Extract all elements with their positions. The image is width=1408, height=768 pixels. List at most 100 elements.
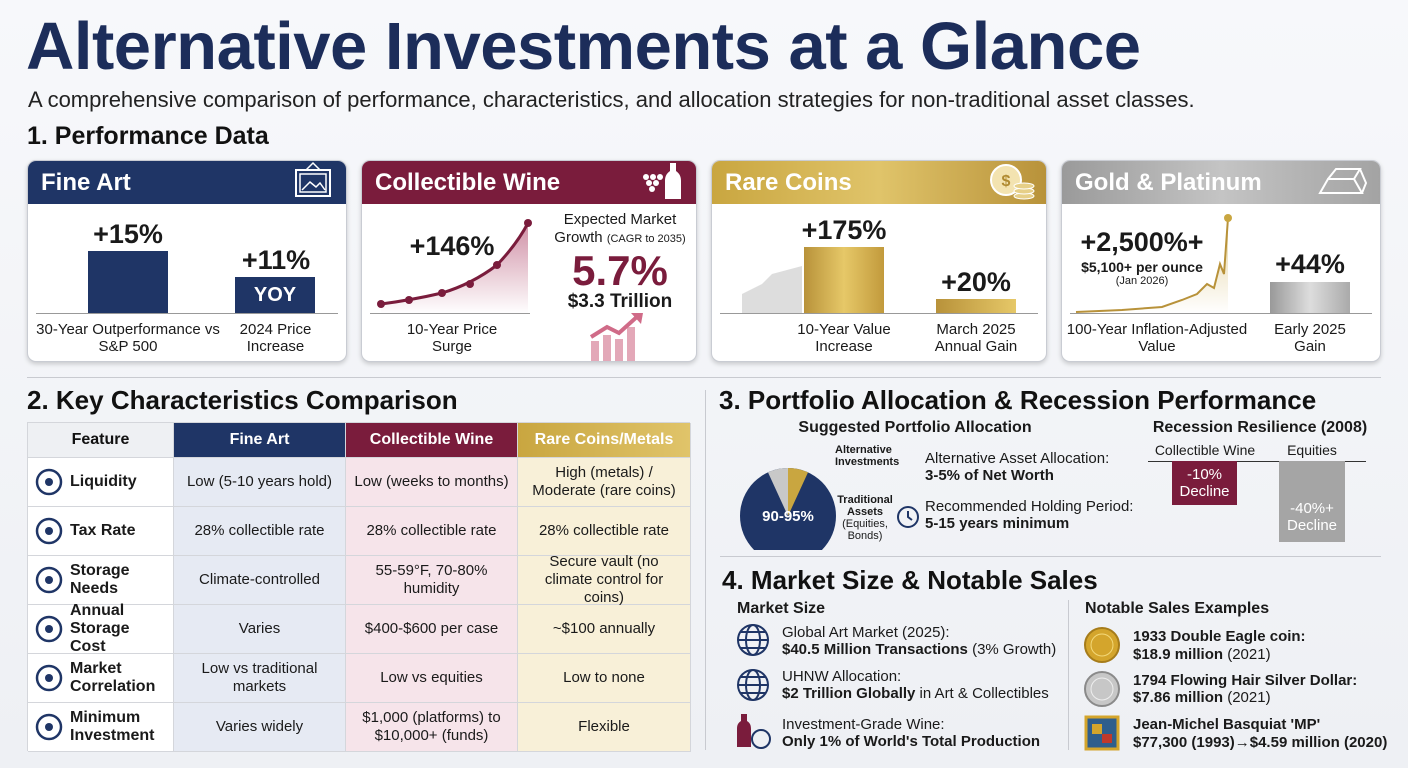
growth-label: Expected Market Growth (CAGR to 2035) xyxy=(552,211,688,248)
baseline xyxy=(370,313,530,314)
icon xyxy=(897,506,919,528)
table-cell: ~$100 annually xyxy=(518,605,691,654)
item-label: Investment-Grade Wine: xyxy=(782,716,945,733)
growth-value: 5.7% xyxy=(572,247,668,294)
text: $2 Trillion Globally xyxy=(782,685,916,702)
table-cell: Climate-controlled xyxy=(174,556,346,605)
row-label: Storage Needs xyxy=(28,556,174,605)
table-cell: Low (weeks to months) xyxy=(346,458,518,507)
row-icon xyxy=(35,468,63,496)
column-header: Rare Coins/Metals xyxy=(518,423,691,458)
item-value: $2 Trillion Globally in Art & Collectibl… xyxy=(782,685,1049,703)
divider xyxy=(720,556,1381,557)
sale-price: $18.9 million (2021) xyxy=(1133,646,1271,664)
bar: -40%+ Decline xyxy=(1279,461,1345,542)
text: in Art & Collectibles xyxy=(919,685,1049,702)
backdrop xyxy=(742,266,802,314)
growth-total: $3.3 Trillion xyxy=(567,291,673,312)
value: +15% xyxy=(93,219,163,249)
table-cell: Low (5-10 years hold) xyxy=(174,458,346,507)
label: March 2025 Annual Gain xyxy=(934,321,1018,355)
card: Fine Art +15% +11% YOY 30-Year Outperfor… xyxy=(27,160,347,362)
label: Decline xyxy=(1179,483,1230,500)
value: +175% xyxy=(801,215,887,245)
svg-text:$: $ xyxy=(1002,173,1011,190)
row-icon xyxy=(35,517,63,545)
item-value: $40.5 Million Transactions (3% Growth) xyxy=(782,641,1056,659)
card-title: Collectible Wine xyxy=(362,161,696,204)
note: (CAGR to 2035) xyxy=(606,233,686,245)
table-cell: Secure vault (no climate control for coi… xyxy=(518,553,691,606)
text: Expected Market Growth xyxy=(554,211,677,246)
pie xyxy=(740,468,836,550)
icon xyxy=(1318,168,1368,194)
title: Alternative Investments at a Glance xyxy=(26,9,1141,84)
label: Early 2025 Gain xyxy=(1274,321,1346,355)
text: (3% Growth) xyxy=(972,641,1057,658)
table-cell: Low vs equities xyxy=(346,654,518,703)
text: $7.86 million xyxy=(1133,689,1224,706)
baseline xyxy=(36,313,338,314)
subheading: Market Size xyxy=(737,600,826,617)
line-chart xyxy=(1075,214,1232,314)
icon xyxy=(295,161,331,197)
icon xyxy=(589,313,643,361)
label: 100-Year Inflation-Adjusted Value xyxy=(1066,321,1248,355)
card: Rare Coins $ +175% +20% 10-Year Value In… xyxy=(711,160,1047,362)
pie-label: 90-95% xyxy=(762,508,814,525)
table-cell: Low vs traditional markets xyxy=(174,654,346,703)
card: Gold & Platinum +2,500%+ $5,100+ per oun… xyxy=(1061,160,1381,362)
sale-name: Jean-Michel Basquiat 'MP' xyxy=(1133,716,1321,733)
bar: -10% Decline xyxy=(1172,461,1237,505)
baseline xyxy=(1148,461,1366,462)
icons xyxy=(1084,627,1120,751)
table-cell: $400-$600 per case xyxy=(346,605,518,654)
fact-value: 5-15 years minimum xyxy=(925,515,1070,532)
table-cell: Varies widely xyxy=(174,703,346,752)
column-header: Feature xyxy=(28,423,174,458)
text: Traditional Assets xyxy=(837,494,893,518)
label: 2024 Price Increase xyxy=(239,321,312,355)
item-label: UHNW Allocation: xyxy=(782,668,902,685)
bar xyxy=(936,299,1016,313)
table-cell: 28% collectible rate xyxy=(174,507,346,556)
table-cell: 55-59°F, 70-80% humidity xyxy=(346,556,518,605)
item-label: Global Art Market (2025): xyxy=(782,624,950,641)
line-chart xyxy=(377,219,532,314)
section-heading: 2. Key Characteristics Comparison xyxy=(27,385,458,415)
sale-price: $77,300 (1993)→$4.59 million (2020) xyxy=(1133,734,1388,751)
fact-value: 3-5% of Net Worth xyxy=(925,467,1054,484)
sale-price: $7.86 million (2021) xyxy=(1133,689,1271,707)
section-heading: 1. Performance Data xyxy=(27,122,269,150)
section-heading: 4. Market Size & Notable Sales xyxy=(722,565,1098,595)
divider xyxy=(1068,600,1069,750)
text: $40.5 Million Transactions xyxy=(782,641,968,658)
table-cell: Low to none xyxy=(518,654,691,703)
subheading: Recession Resilience (2008) xyxy=(1152,419,1368,436)
value: -10% xyxy=(1186,466,1223,483)
card-title: Rare Coins xyxy=(712,161,1046,204)
subtitle: A comprehensive comparison of performanc… xyxy=(28,87,1195,112)
baseline xyxy=(1070,313,1372,314)
note: $5,100+ per ounce xyxy=(1081,259,1203,275)
table-cell: Flexible xyxy=(518,703,691,752)
value: +20% xyxy=(941,267,1011,297)
subheading: Notable Sales Examples xyxy=(1085,600,1270,617)
row-icon xyxy=(35,713,63,741)
card-title: Fine Art xyxy=(28,161,346,204)
label: Decline xyxy=(1286,517,1338,534)
text: (2021) xyxy=(1227,646,1271,663)
date: (Jan 2026) xyxy=(1115,275,1169,287)
table-cell: $1,000 (platforms) to $10,000+ (funds) xyxy=(346,703,518,752)
subheading: Suggested Portfolio Allocation xyxy=(798,419,1032,436)
icon xyxy=(643,163,681,199)
divider xyxy=(705,390,706,750)
text: (2021) xyxy=(1227,689,1271,706)
row-icon xyxy=(35,566,63,594)
row-icon xyxy=(35,615,63,643)
column-header: Fine Art xyxy=(174,423,346,458)
value: +146% xyxy=(409,231,495,261)
icons xyxy=(737,624,771,749)
column-label: Equities xyxy=(1287,442,1337,458)
